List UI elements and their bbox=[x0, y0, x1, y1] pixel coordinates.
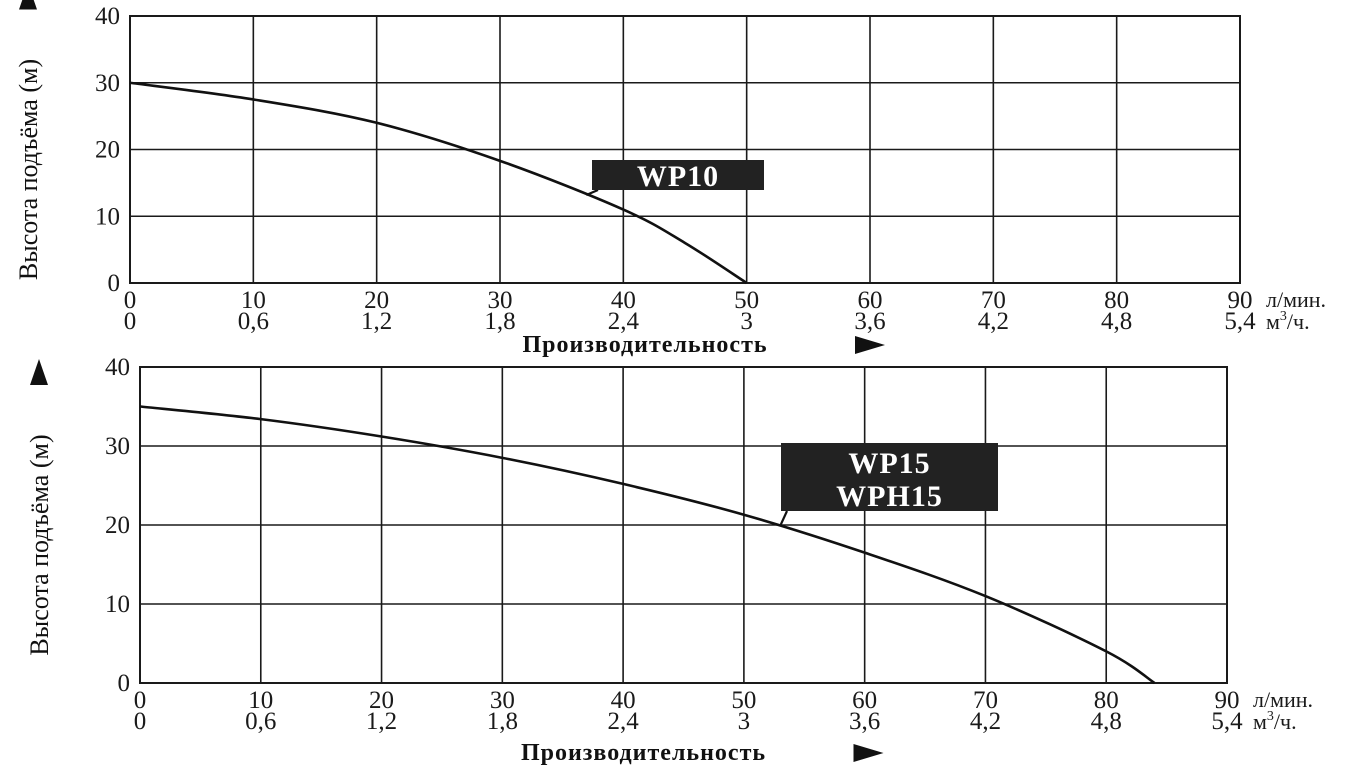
plot-frame bbox=[139, 366, 1228, 684]
y-axis-arrow-icon bbox=[19, 0, 37, 10]
x-tick-label-secondary: 1,8 bbox=[487, 708, 518, 735]
x-tick-label-secondary: 0 bbox=[124, 308, 137, 335]
y-tick-label: 10 bbox=[95, 203, 120, 230]
x-unit-secondary-tail: /ч. bbox=[1287, 309, 1310, 334]
y-tick-label: 10 bbox=[105, 591, 130, 618]
series-label-text: WPH15 bbox=[836, 480, 943, 513]
x-tick-label: 20 bbox=[364, 287, 389, 314]
x-tick-label: 80 bbox=[1094, 687, 1119, 714]
x-tick-label: 60 bbox=[858, 287, 883, 314]
y-tick-label: 30 bbox=[105, 433, 130, 460]
series-curve-2 bbox=[139, 405, 1156, 685]
x-tick-label-secondary: 0,6 bbox=[238, 308, 269, 335]
y-tick-label: 0 bbox=[108, 270, 121, 297]
x-tick-label: 30 bbox=[490, 687, 515, 714]
x-axis-arrow-icon bbox=[855, 336, 885, 354]
x-tick-label: 30 bbox=[488, 287, 513, 314]
x-unit-secondary-sup: 3 bbox=[1280, 309, 1287, 324]
series-label-text: WP15 bbox=[848, 447, 930, 480]
x-axis-title: Производительность bbox=[521, 740, 766, 766]
x-tick-label: 70 bbox=[981, 287, 1006, 314]
x-tick-label-secondary: 0 bbox=[134, 708, 147, 735]
x-tick-label-secondary: 4,8 bbox=[1101, 308, 1132, 335]
x-tick-label: 70 bbox=[973, 687, 998, 714]
x-tick-label: 20 bbox=[369, 687, 394, 714]
x-tick-label: 10 bbox=[248, 687, 273, 714]
x-tick-label: 0 bbox=[124, 287, 137, 314]
x-tick-label-secondary: 1,2 bbox=[361, 308, 392, 335]
x-tick-label: 80 bbox=[1104, 287, 1129, 314]
series-label-text: WP10 bbox=[637, 160, 719, 193]
series-label-leader bbox=[779, 510, 789, 527]
x-tick-label: 10 bbox=[241, 287, 266, 314]
x-tick-label: 40 bbox=[611, 287, 636, 314]
y-tick-label: 0 bbox=[118, 670, 131, 697]
y-axis-title: Высота подъёма (м) bbox=[25, 434, 54, 655]
x-tick-label-secondary: 5,4 bbox=[1224, 308, 1256, 335]
x-tick-label: 40 bbox=[611, 687, 636, 714]
x-tick-label-secondary: 3 bbox=[740, 308, 753, 335]
x-tick-label-secondary: 1,2 bbox=[366, 708, 397, 735]
plot-frame bbox=[129, 15, 1241, 284]
x-tick-label-secondary: 3 bbox=[738, 708, 751, 735]
series-label-leader bbox=[585, 188, 599, 196]
x-tick-label: 90 bbox=[1228, 287, 1253, 314]
x-tick-label: 50 bbox=[731, 687, 756, 714]
x-tick-label: 50 bbox=[734, 287, 759, 314]
x-unit-secondary-tail: /ч. bbox=[1274, 709, 1297, 734]
x-unit-primary: л/мин. bbox=[1253, 687, 1313, 712]
x-axis-arrow-icon bbox=[853, 744, 884, 762]
x-unit-secondary-sup: 3 bbox=[1267, 709, 1274, 724]
x-tick-label-secondary: 5,4 bbox=[1211, 708, 1243, 735]
y-axis-arrow-icon bbox=[30, 359, 48, 385]
y-axis-title: Высота подъёма (м) bbox=[14, 59, 43, 280]
x-tick-label-secondary: 2,4 bbox=[607, 708, 639, 735]
y-tick-label: 40 bbox=[105, 354, 130, 381]
x-unit-secondary-base: м bbox=[1266, 309, 1280, 334]
x-tick-label-secondary: 3,6 bbox=[854, 308, 885, 335]
chart-2: 01020304000100,6201,2301,8402,4503603,67… bbox=[25, 354, 1313, 766]
x-tick-label: 0 bbox=[134, 687, 147, 714]
x-tick-label-secondary: 4,2 bbox=[970, 708, 1001, 735]
x-tick-label-secondary: 3,6 bbox=[849, 708, 880, 735]
y-tick-label: 40 bbox=[95, 3, 120, 30]
y-tick-label: 20 bbox=[95, 137, 120, 164]
x-unit-secondary: м3/ч. bbox=[1266, 309, 1310, 334]
series-label-box bbox=[781, 443, 998, 511]
x-unit-secondary-base: м bbox=[1253, 709, 1267, 734]
y-tick-label: 20 bbox=[105, 512, 130, 539]
x-tick-label-secondary: 2,4 bbox=[608, 308, 640, 335]
x-unit-primary: л/мин. bbox=[1266, 287, 1326, 312]
series-label-box bbox=[592, 160, 764, 190]
x-tick-label: 60 bbox=[852, 687, 877, 714]
x-tick-label-secondary: 4,8 bbox=[1091, 708, 1122, 735]
y-tick-label: 30 bbox=[95, 70, 120, 97]
x-tick-label: 90 bbox=[1215, 687, 1240, 714]
x-unit-secondary: м3/ч. bbox=[1253, 709, 1297, 734]
chart-1: 01020304000100,6201,2301,8402,4503603,67… bbox=[14, 0, 1326, 358]
x-tick-label-secondary: 0,6 bbox=[245, 708, 276, 735]
x-tick-label-secondary: 4,2 bbox=[978, 308, 1009, 335]
series-curve-1 bbox=[129, 81, 748, 285]
x-tick-label-secondary: 1,8 bbox=[484, 308, 515, 335]
x-axis-title: Производительность bbox=[522, 332, 767, 358]
